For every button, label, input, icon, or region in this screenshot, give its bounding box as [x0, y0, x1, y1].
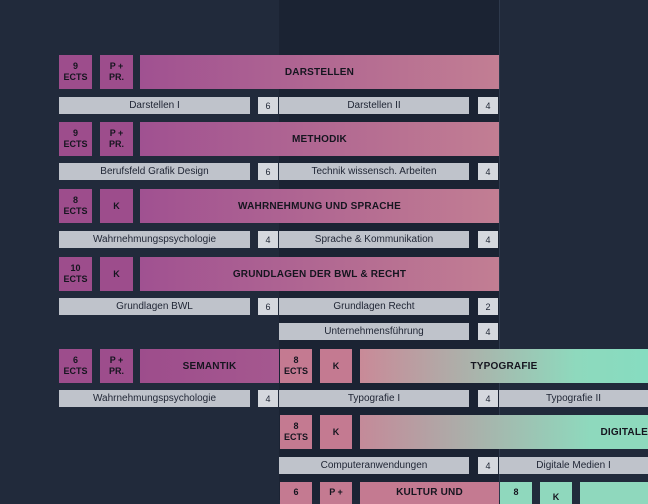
ects-badge: 9 ECTS: [59, 122, 92, 156]
exam-type-badge: K: [540, 482, 572, 504]
exam-type-badge: K: [100, 189, 133, 223]
course-credits: 6: [258, 97, 278, 114]
course-wahrnehmungspsychologie[interactable]: Wahrnehmungspsychologie: [59, 231, 250, 248]
module-typografie[interactable]: TYPOGRAFIE: [360, 349, 648, 383]
ects-badge: 8 ECTS: [280, 349, 312, 383]
course-darstellen-2[interactable]: Darstellen II: [279, 97, 469, 114]
course-credits: 2: [478, 298, 498, 315]
course-darstellen-1[interactable]: Darstellen I: [59, 97, 250, 114]
course-credits: 4: [478, 390, 498, 407]
exam-type-badge: K: [100, 257, 133, 291]
course-typografie-2[interactable]: Typografie II: [499, 390, 648, 407]
course-grundlagen-bwl[interactable]: Grundlagen BWL: [59, 298, 250, 315]
exam-type-badge: P + PR.: [100, 122, 133, 156]
ects-badge: 8 ECTS: [280, 415, 312, 449]
course-credits: 6: [258, 163, 278, 180]
course-credits: 4: [478, 231, 498, 248]
course-digitale-medien-1[interactable]: Digitale Medien I: [499, 457, 648, 474]
course-computeranwendungen[interactable]: Computeranwendungen: [279, 457, 469, 474]
module-methodik[interactable]: METHODIK: [140, 122, 499, 156]
ects-badge: 8 ECTS: [59, 189, 92, 223]
course-credits: 4: [258, 390, 278, 407]
course-credits: 4: [258, 231, 278, 248]
column-divider: [499, 0, 500, 500]
course-berufsfeld[interactable]: Berufsfeld Grafik Design: [59, 163, 250, 180]
course-credits: 4: [478, 97, 498, 114]
course-grundlagen-recht[interactable]: Grundlagen Recht: [279, 298, 469, 315]
course-credits: 4: [478, 457, 498, 474]
ects-badge: 8: [500, 482, 532, 504]
ects-badge: 9 ECTS: [59, 55, 92, 89]
course-technik[interactable]: Technik wissensch. Arbeiten: [279, 163, 469, 180]
module-wahrnehmung[interactable]: WAHRNEHMUNG UND SPRACHE: [140, 189, 499, 223]
course-wahrnehmungspsychologie[interactable]: Wahrnehmungspsychologie: [59, 390, 250, 407]
ects-badge: 6: [280, 482, 312, 504]
ects-badge: 10 ECTS: [59, 257, 92, 291]
course-credits: 4: [478, 163, 498, 180]
exam-type-badge: P + PR.: [100, 349, 133, 383]
exam-type-badge: P +: [320, 482, 352, 504]
course-typografie-1[interactable]: Typografie I: [279, 390, 469, 407]
course-credits: 6: [258, 298, 278, 315]
module-partial[interactable]: [580, 482, 648, 504]
module-darstellen[interactable]: DARSTELLEN: [140, 55, 499, 89]
module-digitale[interactable]: DIGITALE: [360, 415, 648, 449]
module-kultur[interactable]: KULTUR UND: [360, 482, 499, 504]
exam-type-badge: K: [320, 415, 352, 449]
course-unternehmensfuehrung[interactable]: Unternehmensführung: [279, 323, 469, 340]
ects-badge: 6 ECTS: [59, 349, 92, 383]
exam-type-badge: K: [320, 349, 352, 383]
module-bwl-recht[interactable]: GRUNDLAGEN DER BWL & RECHT: [140, 257, 499, 291]
course-sprache[interactable]: Sprache & Kommunikation: [279, 231, 469, 248]
exam-type-badge: P + PR.: [100, 55, 133, 89]
module-semantik[interactable]: SEMANTIK: [140, 349, 279, 383]
course-credits: 4: [478, 323, 498, 340]
